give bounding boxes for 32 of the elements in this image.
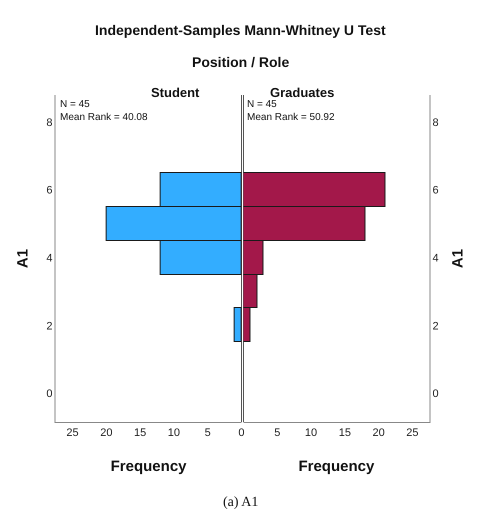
chart-title: Student [151, 85, 200, 100]
x-axis-title: Frequency [298, 458, 375, 476]
x-tick-label: 5 [274, 427, 280, 440]
y-tick-label: 0 [46, 388, 52, 400]
y-axis-title: A1 [450, 248, 467, 268]
y-tick-label: 4 [46, 252, 52, 264]
x-tick-label: 25 [406, 427, 419, 440]
annotation: N = 45 Mean Rank = 50.92 [247, 99, 335, 123]
annotation: N = 45 Mean Rank = 40.08 [60, 99, 148, 123]
x-axis-title: Frequency [110, 458, 188, 476]
y-tick-label: 0 [432, 388, 439, 400]
y-tick-label: 2 [432, 320, 439, 332]
text: Independent-Samples Mann-Whitney U Test [95, 22, 386, 38]
text: (a) A1 [223, 495, 258, 510]
y-tick-label: 6 [46, 184, 52, 197]
y-tick-label: 2 [46, 320, 52, 332]
x-tick-label: 20 [100, 427, 112, 440]
y-tick-label: 8 [432, 116, 439, 129]
text: Position / Role [192, 54, 290, 70]
x-tick-label: 10 [168, 427, 180, 440]
x-tick-label: 0 [238, 427, 245, 440]
y-tick-label: 8 [46, 116, 52, 129]
y-tick-label: 6 [432, 184, 439, 197]
x-tick-label: 15 [134, 427, 146, 440]
chart-title: Graduates [270, 85, 334, 100]
x-tick-label: 15 [338, 427, 351, 440]
y-tick-label: 4 [432, 252, 439, 264]
x-tick-label: 5 [204, 427, 211, 440]
x-tick-label: 10 [304, 427, 318, 440]
y-axis-title: A1 [14, 248, 32, 268]
x-tick-label: 25 [66, 427, 79, 440]
x-tick-label: 20 [372, 427, 385, 440]
